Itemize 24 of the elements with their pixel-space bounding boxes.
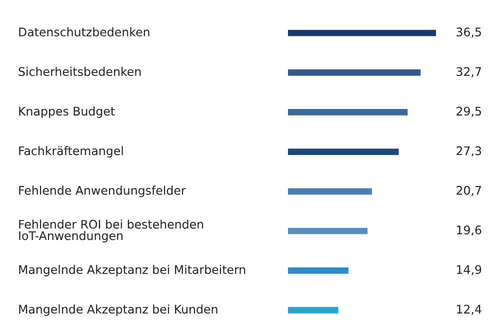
bar [288,30,436,36]
data-label: 32,7 [456,67,481,78]
bar [288,307,338,314]
y-tick-label: Mangelnde Akzeptanz bei Mitarbeitern [19,264,246,276]
data-label: 19,6 [457,225,482,236]
bar [288,148,399,155]
bar [288,228,368,234]
y-tick-label: Knappes Budget [19,106,115,118]
y-tick-label: Datenschutzbedenken [19,27,150,36]
bar [288,267,348,274]
data-label: 36,5 [456,27,481,38]
data-label: 12,4 [457,304,482,315]
data-label: 29,5 [456,106,481,117]
bar [288,109,408,116]
data-label: 20,7 [456,186,481,196]
bar [288,69,421,76]
y-tick-label: Fehlende Anwendungsfelder [19,186,186,198]
data-label: 27,3 [456,146,482,156]
y-tick-label: Mangelnde Akzeptanz bei Kunden [19,304,218,316]
y-tick-label: Fachkräftemangel [19,146,123,158]
y-tick-label: Sicherheitsbedenken [18,66,141,76]
y-tick-label: Fehlender ROI bei bestehenden IoT-Anwendungen [19,220,204,242]
data-label: 14,9 [457,265,482,276]
bar [288,188,372,195]
